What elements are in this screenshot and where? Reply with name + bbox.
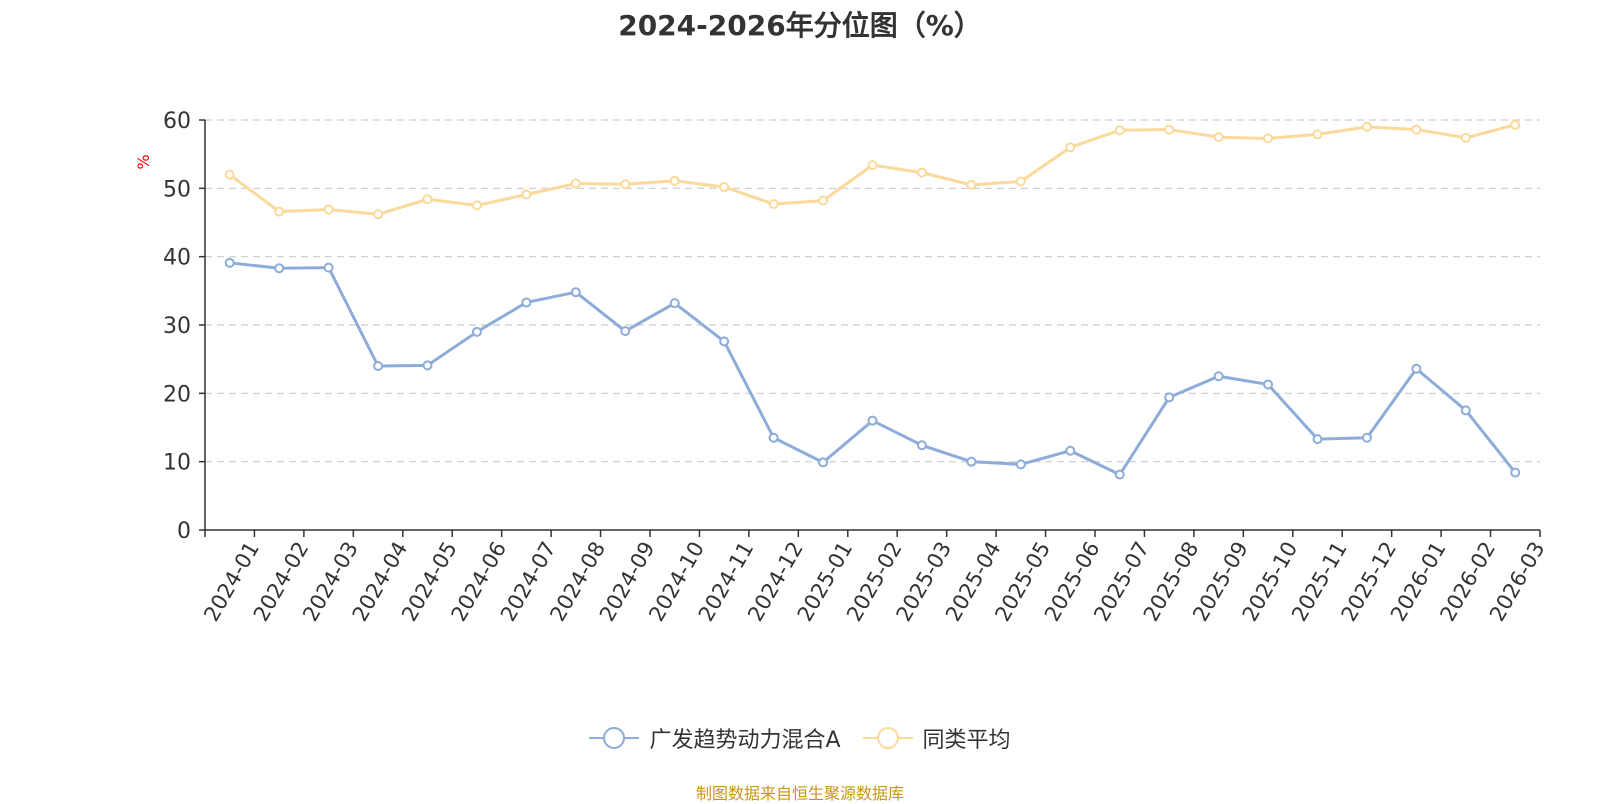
data-point [1164,124,1175,135]
data-point [966,456,977,467]
data-point [1411,124,1422,135]
data-point [1460,405,1471,416]
data-point [274,263,285,274]
y-axis-label: % [134,154,153,169]
data-point [1312,129,1323,140]
data-point [1065,142,1076,153]
data-point [1411,363,1422,374]
legend-fund-marker [589,727,640,749]
data-point [1114,125,1125,136]
data-point [1015,176,1026,187]
data-point [1114,469,1125,480]
data-source-note: 制图数据来自恒生聚源数据库 [695,784,904,803]
legend-item-fund[interactable]: 广发趋势动力混合A [589,722,841,754]
data-point [323,204,334,215]
data-point [1263,133,1274,144]
data-point [422,194,433,205]
data-point [867,160,878,171]
data-point [1510,119,1521,130]
legend-item-average[interactable]: 同类平均 [862,722,1011,754]
legend-fund-label: 广发趋势动力混合A [649,728,841,753]
data-point [1263,379,1274,390]
chart-title: 2024-2026年分位图（%） [618,9,982,42]
y-tick-label: 50 [163,177,191,202]
data-point [669,298,680,309]
y-tick-label: 20 [163,382,191,407]
data-point [719,181,730,192]
data-point [916,440,927,451]
legend-average-label: 同类平均 [922,728,1011,753]
data-point [620,179,631,190]
data-point [1510,467,1521,478]
data-point [1361,121,1372,132]
data-point [719,336,730,347]
data-point [570,178,581,189]
data-point [422,360,433,371]
data-point [768,432,779,443]
y-tick-label: 10 [163,451,191,476]
data-point [966,179,977,190]
y-tick-label: 40 [163,246,191,271]
y-tick-label: 30 [163,314,191,339]
data-point [620,326,631,337]
data-point [521,189,532,200]
data-point [1213,371,1224,382]
data-point [1065,445,1076,456]
data-point [1015,459,1026,470]
data-point [224,257,235,268]
legend: 广发趋势动力混合A 同类平均 [0,722,1600,754]
data-point [274,206,285,217]
data-point [471,326,482,337]
data-point [521,297,532,308]
data-point [818,457,829,468]
data-point [570,287,581,298]
data-point [768,199,779,210]
data-point [669,175,680,186]
data-point [916,167,927,178]
data-point [818,195,829,206]
data-point [323,262,334,273]
data-point [1312,434,1323,445]
data-point [1361,432,1372,443]
data-point [471,200,482,211]
data-point [224,169,235,180]
y-tick-label: 0 [177,519,191,544]
data-point [1460,132,1471,143]
series-line-0 [229,261,1517,477]
data-point [1213,132,1224,143]
data-point [1164,392,1175,403]
data-point [373,361,384,371]
y-tick-label: 60 [163,109,191,134]
data-point [867,415,878,426]
legend-average-marker [862,727,913,749]
data-point [373,209,384,220]
